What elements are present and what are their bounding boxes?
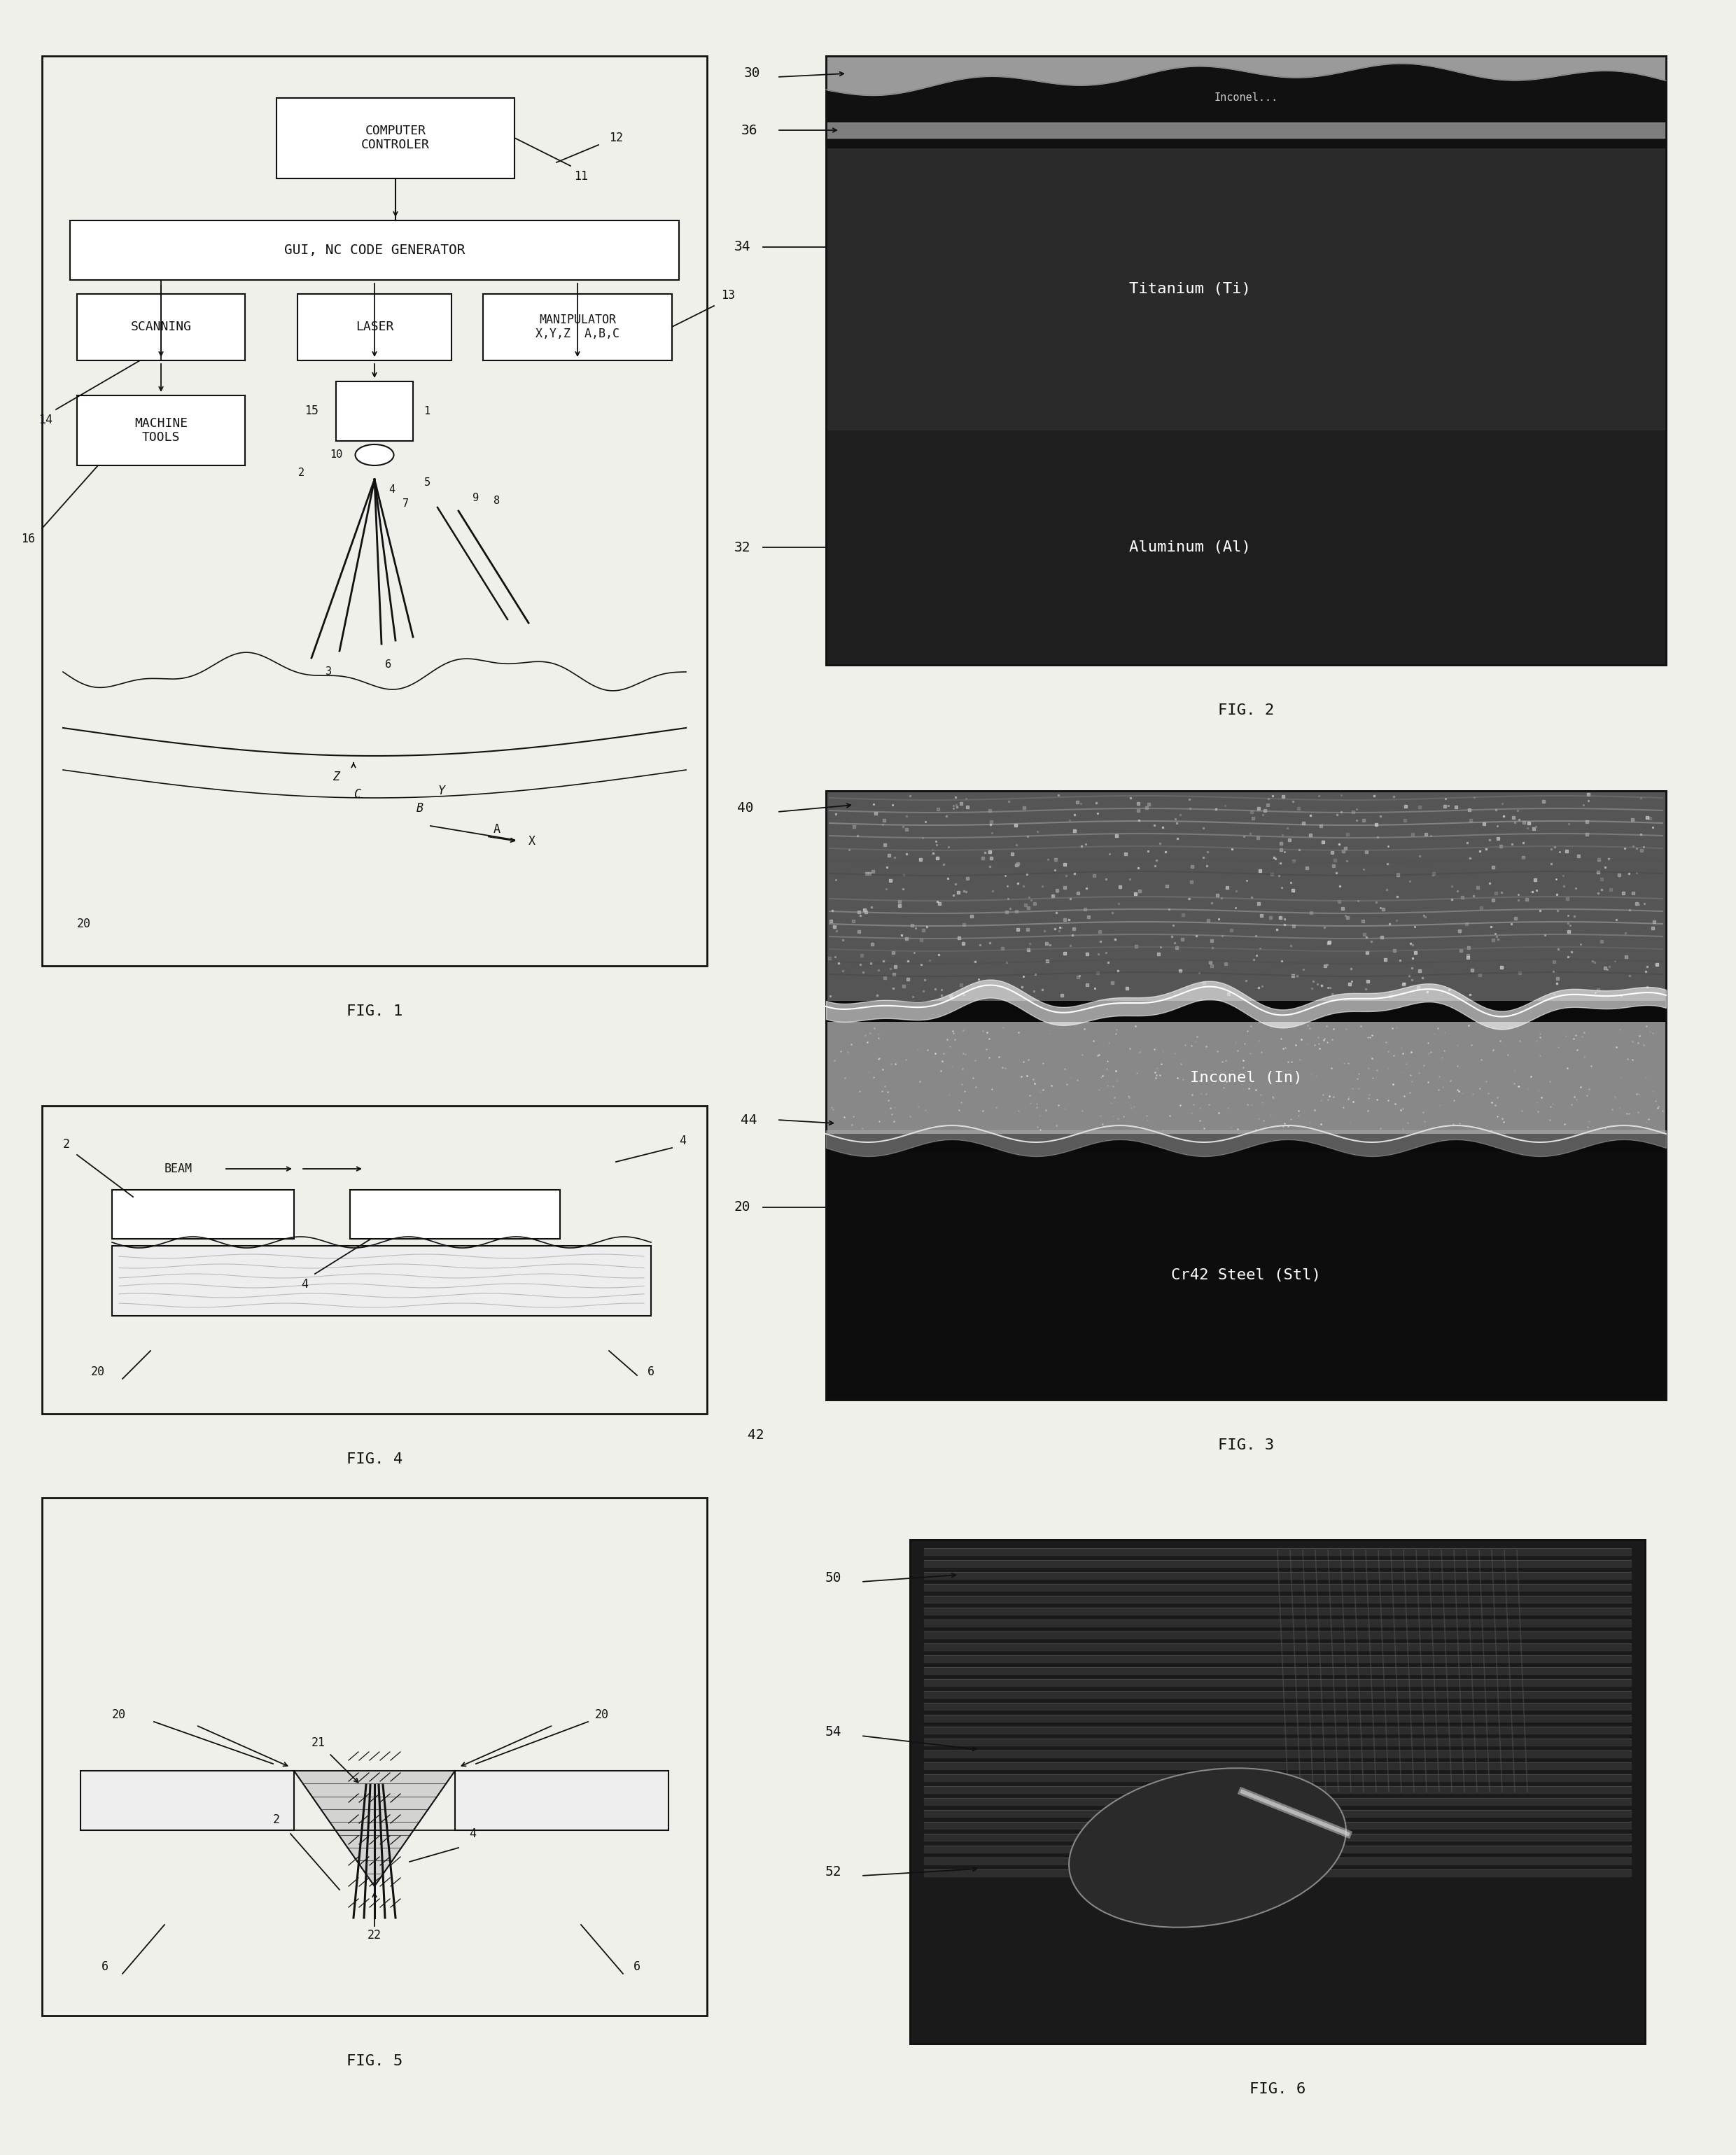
Bar — [69, 220, 679, 280]
Text: 10: 10 — [330, 450, 342, 461]
Bar — [826, 56, 1667, 666]
Text: 16: 16 — [21, 532, 35, 545]
Text: 8: 8 — [493, 496, 500, 506]
Text: FIG. 3: FIG. 3 — [1219, 1437, 1274, 1452]
Text: COMPUTER
CONTROLER: COMPUTER CONTROLER — [361, 125, 431, 151]
Bar — [113, 1246, 651, 1317]
Text: X: X — [528, 834, 535, 847]
Text: A: A — [493, 823, 500, 836]
Bar — [351, 1190, 561, 1239]
Bar — [337, 381, 413, 442]
Text: Inconel...: Inconel... — [1213, 93, 1278, 103]
Text: SCANNING: SCANNING — [130, 321, 191, 334]
Bar — [826, 431, 1667, 666]
Text: 4: 4 — [389, 485, 396, 496]
Text: Y: Y — [437, 784, 444, 797]
Bar — [297, 293, 451, 360]
Text: Titanium (Ti): Titanium (Ti) — [1128, 282, 1252, 295]
Bar — [76, 293, 245, 360]
Text: 52: 52 — [825, 1866, 842, 1879]
Bar — [455, 1771, 668, 1830]
Bar — [276, 97, 514, 179]
Text: 15: 15 — [304, 405, 318, 418]
Text: BEAM: BEAM — [165, 1162, 193, 1174]
Bar — [113, 1190, 293, 1239]
Text: FIG. 1: FIG. 1 — [347, 1004, 403, 1019]
Text: 4: 4 — [300, 1278, 307, 1291]
Text: 6: 6 — [648, 1366, 654, 1377]
Text: 3: 3 — [326, 666, 332, 677]
Bar — [826, 791, 1667, 1401]
Text: 20: 20 — [595, 1709, 609, 1722]
Bar — [826, 56, 1667, 666]
Text: 7: 7 — [403, 498, 410, 509]
Text: 9: 9 — [472, 493, 479, 504]
Bar — [42, 1498, 707, 2015]
Bar — [42, 56, 707, 965]
Text: Cr42 Steel (Stl): Cr42 Steel (Stl) — [1172, 1269, 1321, 1282]
Text: 30: 30 — [745, 67, 760, 80]
Text: FIG. 6: FIG. 6 — [1250, 2082, 1305, 2097]
Text: 36: 36 — [741, 123, 757, 136]
Bar — [910, 1541, 1646, 2043]
Ellipse shape — [1069, 1767, 1345, 1927]
Bar — [826, 791, 1667, 1000]
Bar — [80, 1771, 293, 1830]
Text: 13: 13 — [720, 289, 734, 302]
Bar — [910, 1541, 1646, 2043]
Text: 12: 12 — [609, 131, 623, 144]
Text: Inconel (In): Inconel (In) — [1189, 1071, 1302, 1084]
Text: 44: 44 — [741, 1114, 757, 1127]
Text: MACHINE
TOOLS: MACHINE TOOLS — [134, 416, 187, 444]
Text: GUI, NC CODE GENERATOR: GUI, NC CODE GENERATOR — [285, 244, 465, 256]
Text: C: C — [354, 789, 361, 802]
Text: 6: 6 — [634, 1961, 641, 1974]
Text: Z: Z — [333, 771, 340, 782]
Ellipse shape — [356, 444, 394, 465]
Bar — [483, 293, 672, 360]
Text: FIG. 2: FIG. 2 — [1219, 703, 1274, 718]
Text: 4: 4 — [469, 1827, 476, 1840]
Text: FIG. 5: FIG. 5 — [347, 2054, 403, 2069]
Text: 54: 54 — [825, 1726, 842, 1739]
Text: Aluminum (Al): Aluminum (Al) — [1128, 541, 1252, 554]
Text: 5: 5 — [424, 478, 431, 489]
Text: B: B — [417, 802, 424, 815]
Text: FIG. 4: FIG. 4 — [347, 1452, 403, 1465]
Text: 11: 11 — [575, 170, 589, 183]
Bar — [826, 1151, 1667, 1401]
Bar — [910, 1541, 1646, 2043]
Polygon shape — [293, 1771, 455, 1886]
Text: 4: 4 — [679, 1134, 686, 1146]
Text: 6: 6 — [385, 659, 392, 670]
Text: 2: 2 — [273, 1815, 279, 1825]
Text: 42: 42 — [748, 1429, 764, 1442]
Text: LASER: LASER — [356, 321, 394, 334]
Text: 1: 1 — [424, 405, 431, 416]
Text: 32: 32 — [734, 541, 750, 554]
Text: 14: 14 — [38, 414, 52, 427]
Bar — [42, 1106, 707, 1414]
Text: 22: 22 — [368, 1929, 382, 1942]
Text: 20: 20 — [113, 1709, 127, 1722]
Text: 21: 21 — [311, 1737, 326, 1750]
Text: 50: 50 — [825, 1571, 842, 1584]
Text: 6: 6 — [101, 1961, 108, 1974]
Bar — [76, 397, 245, 465]
Bar — [826, 1021, 1667, 1134]
Bar — [826, 791, 1667, 1401]
Text: 20: 20 — [734, 1200, 750, 1213]
Text: MANIPULATOR
X,Y,Z  A,B,C: MANIPULATOR X,Y,Z A,B,C — [535, 312, 620, 340]
Text: 20: 20 — [76, 918, 90, 931]
Text: 2: 2 — [62, 1138, 69, 1151]
Text: 40: 40 — [738, 802, 753, 815]
Text: 34: 34 — [734, 241, 750, 254]
Bar — [826, 149, 1667, 431]
Text: 20: 20 — [90, 1366, 104, 1377]
Text: 2: 2 — [299, 468, 304, 478]
